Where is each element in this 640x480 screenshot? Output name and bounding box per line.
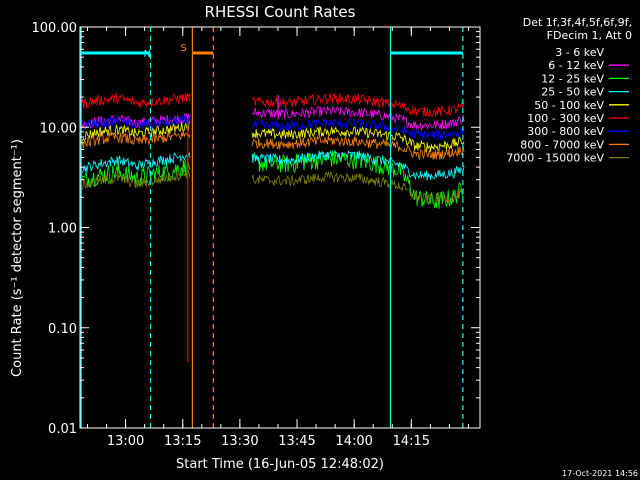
legend-entry-label: 6 - 12 keV [548, 59, 604, 72]
series-line-300to800keV [81, 115, 465, 141]
series-line-50to100keV [81, 120, 465, 152]
marker-label-S: S [180, 43, 186, 54]
x-tick-label: 13:30 [221, 434, 258, 449]
x-axis-title: Start Time (16-Jun-05 12:48:02) [176, 457, 384, 472]
chart-title: RHESSI Count Rates [205, 3, 356, 21]
y-axis-title-group: Count Rate (s⁻¹ detector segment⁻¹) [10, 139, 25, 377]
marker-label-N: N [143, 49, 150, 60]
y-tick-label: 100.00 [32, 21, 78, 36]
x-tick-label: 14:15 [393, 434, 430, 449]
series-line-800to7000keV [81, 130, 465, 161]
legend-entry-label: 25 - 50 keV [541, 86, 604, 99]
legend-entry-label: 12 - 25 keV [541, 72, 604, 85]
x-tick-label: 14:00 [335, 434, 372, 449]
series-line-100to300keV [81, 92, 465, 118]
legend-entry-label: 7000 - 15000 keV [506, 152, 604, 165]
series-line-25to50keV [81, 149, 465, 181]
y-tick-label: 0.01 [48, 422, 77, 437]
y-tick-label: 0.10 [48, 322, 77, 337]
x-tick-label: 13:00 [107, 434, 144, 449]
x-tick-label: 13:45 [278, 434, 315, 449]
legend-header-line-1: Det 1f,3f,4f,5f,6f,9f, [523, 16, 632, 29]
series-line-6to12keV [81, 105, 465, 132]
axes: 0.01 0.10 1.00 10.00 100.00 13:00 13:15 13:30 13… [32, 21, 481, 449]
series-line-3to6keV [81, 162, 465, 221]
legend-entry-label: 50 - 100 keV [534, 99, 604, 112]
footer-timestamp: 17-Oct-2021 14:56 [562, 469, 638, 478]
series-line-7000to15000keV [81, 169, 465, 206]
plot-area: NS [80, 27, 465, 428]
x-tick-label: 13:15 [164, 434, 201, 449]
y-axis-title: Count Rate (s⁻¹ detector segment⁻¹) [10, 139, 25, 377]
legend-entry-label: 300 - 800 keV [527, 125, 604, 138]
legend-entry-label: 800 - 7000 keV [520, 138, 604, 151]
legend-entry-label: 100 - 300 keV [527, 112, 604, 125]
legend-entry-label: 3 - 6 keV [555, 46, 604, 59]
legend-header-line-2: FDecim 1, Att 0 [547, 29, 632, 42]
y-tick-label: 1.00 [48, 222, 77, 237]
y-tick-label: 10.00 [40, 121, 77, 136]
